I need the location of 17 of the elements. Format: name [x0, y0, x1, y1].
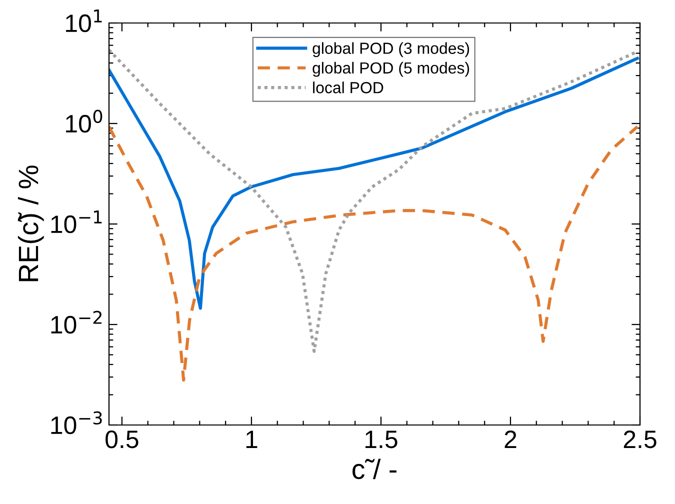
y-tick-label: 10$^{−1}$ [51, 210, 102, 234]
legend-label: global POD (3 modes) [312, 42, 470, 58]
legend-label: local POD [313, 82, 384, 94]
y-axis-title: RE(c̃) / % [18, 166, 44, 282]
x-tick-label: 1.5 [366, 430, 398, 448]
legend-label: global POD (5 modes) [312, 62, 470, 77]
x-tick-label: 2.5 [624, 430, 656, 448]
y-tick-label: 10$^{1}$ [66, 10, 102, 32]
line-series [109, 125, 639, 382]
y-tick-label: 10$^{0}$ [66, 110, 102, 133]
y-tick-label: 10$^{−2}$ [51, 310, 102, 334]
x-tick-label: 0.5 [106, 430, 138, 448]
x-tick-label: 1 [246, 430, 258, 448]
y-tick-label: 10$^{−3}$ [51, 411, 102, 434]
x-tick-label: 2 [504, 430, 516, 448]
x-axis-title: c̃ / - [352, 458, 396, 480]
line-series [109, 56, 639, 310]
